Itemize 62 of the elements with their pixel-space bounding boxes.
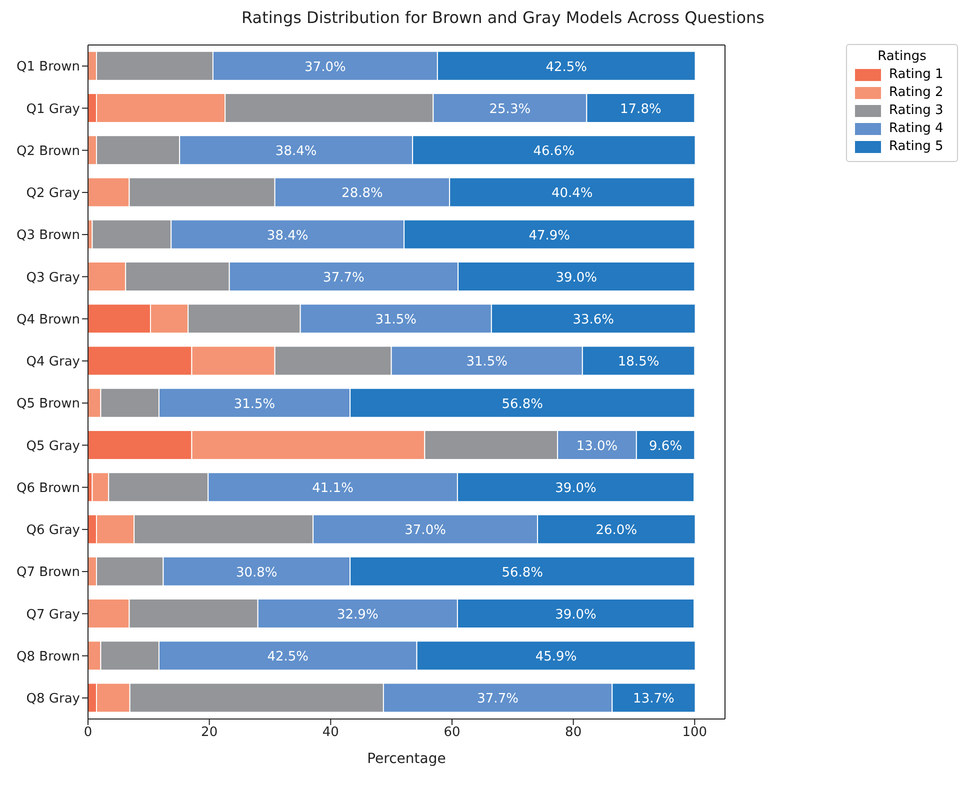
data-label: 37.0% <box>404 523 446 538</box>
data-label: 18.5% <box>618 354 660 370</box>
y-tick-label: Q1 Gray <box>26 102 80 117</box>
y-tick-label: Q1 Brown <box>16 60 80 75</box>
x-tick-label: 100 <box>682 725 708 740</box>
y-tick-label: Q8 Brown <box>16 649 80 664</box>
data-label: 17.8% <box>620 102 662 117</box>
y-tick-label: Q4 Brown <box>16 312 80 328</box>
y-tick-label: Q5 Brown <box>16 396 80 412</box>
legend-label: Rating 1 <box>889 67 944 82</box>
data-label: 31.5% <box>375 312 417 328</box>
data-label: 47.9% <box>528 228 570 244</box>
y-tick-label: Q5 Gray <box>26 438 80 454</box>
y-tick-label: Q6 Brown <box>16 480 80 496</box>
legend-title: Ratings <box>876 49 928 64</box>
data-label: 38.4% <box>275 144 317 160</box>
data-label: 39.0% <box>555 481 596 496</box>
x-tick-label: 40 <box>322 725 339 740</box>
data-label: 31.5% <box>234 396 276 412</box>
data-label: 33.6% <box>572 312 614 328</box>
y-tick-label: Q6 Gray <box>26 523 80 538</box>
x-axis-title: Percentage <box>367 751 446 767</box>
y-tick-label: Q4 Gray <box>26 354 80 370</box>
data-label: 45.9% <box>535 650 577 665</box>
y-tick-label: Q3 Gray <box>26 270 80 286</box>
data-label: 26.0% <box>596 523 638 538</box>
data-label: 38.4% <box>266 228 308 244</box>
data-label: 56.8% <box>502 396 544 412</box>
x-tick-label: 80 <box>565 725 582 740</box>
data-label: 32.9% <box>337 607 378 622</box>
data-label: 42.5% <box>267 650 309 665</box>
data-label: 31.5% <box>466 354 508 370</box>
y-tick-label: Q3 Brown <box>16 228 80 244</box>
y-tick-label: Q7 Gray <box>26 607 80 622</box>
legend-label: Rating 5 <box>889 139 944 154</box>
data-label: 39.0% <box>556 270 598 286</box>
data-label: 37.7% <box>477 692 518 707</box>
legend-label: Rating 3 <box>889 103 944 118</box>
data-label: 37.7% <box>323 270 364 286</box>
data-label: 39.0% <box>555 607 596 622</box>
data-label: 46.6% <box>533 144 575 160</box>
data-label: 9.6% <box>649 438 682 454</box>
data-label: 56.8% <box>502 565 544 580</box>
data-label: 41.1% <box>312 481 354 496</box>
data-label: 30.8% <box>236 565 278 580</box>
legend-label: Rating 4 <box>889 121 944 136</box>
y-tick-label: Q2 Gray <box>26 186 80 202</box>
y-tick-label: Q7 Brown <box>16 565 80 580</box>
data-label: 40.4% <box>551 186 593 202</box>
data-label: 13.0% <box>576 438 618 454</box>
x-tick-label: 20 <box>201 725 218 740</box>
x-tick-label: 60 <box>444 725 460 740</box>
data-label: 37.0% <box>304 60 346 75</box>
legend-label: Rating 2 <box>889 85 944 100</box>
x-tick-label: 0 <box>84 725 92 740</box>
chart-title: Ratings Distribution for Brown and Gray Models Across Questions <box>240 8 766 29</box>
data-label: 25.3% <box>489 102 531 117</box>
y-tick-label: Q8 Gray <box>26 692 80 707</box>
y-tick-label: Q2 Brown <box>16 144 80 159</box>
data-label: 13.7% <box>633 692 674 707</box>
data-label: 42.5% <box>546 60 588 75</box>
data-label: 28.8% <box>342 186 383 202</box>
